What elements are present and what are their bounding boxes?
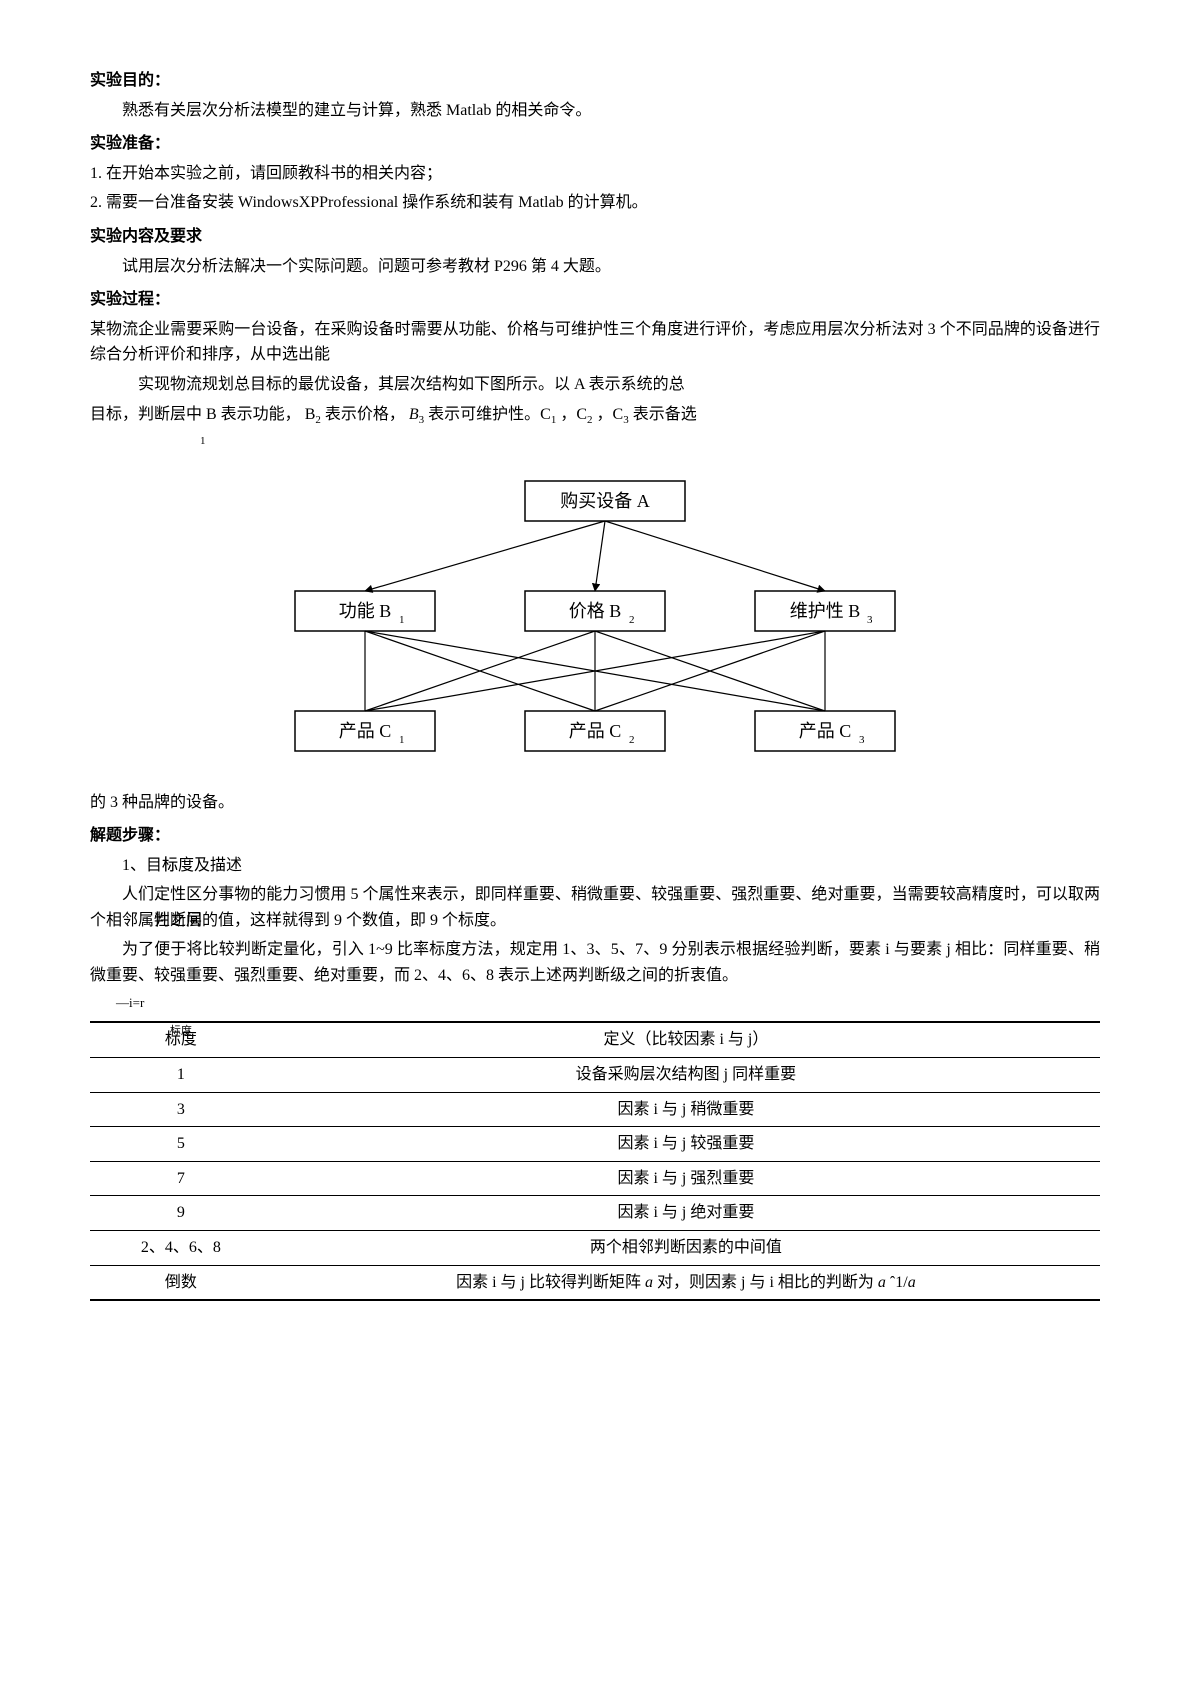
table-row: 1 设备采购层次结构图 j 同样重要	[90, 1058, 1100, 1093]
table-row: 倒数 因素 i 与 j 比较得判断矩阵 a 对，则因素 j 与 i 相比的判断为…	[90, 1265, 1100, 1300]
scale-p2: 为了便于将比较判断定量化，引入 1~9 比率标度方法，规定用 1、3、5、7、9…	[90, 937, 1100, 988]
cell: 3	[90, 1092, 272, 1127]
cell: 2、4、6、8	[90, 1231, 272, 1266]
cell: 因素 i 与 j 绝对重要	[272, 1196, 1100, 1231]
after-diagram: 的 3 种品牌的设备。	[90, 790, 1100, 816]
artifact-1: —i=r	[116, 993, 1100, 1014]
prep-item-1: 1. 在开始本实验之前，请回顾教科书的相关内容；	[90, 161, 1100, 187]
svg-text:2: 2	[629, 734, 635, 746]
th-def: 定义（比较因素 i 与 j）	[272, 1022, 1100, 1057]
svg-text:产品 C: 产品 C	[339, 721, 392, 741]
scale-p1-overlay: 判断层	[122, 908, 202, 934]
process-p2: 目标，判断层中 B 表示功能， B2 表示价格， B3 表示可维护性。C1 ，C…	[90, 402, 1100, 430]
cell: 5	[90, 1127, 272, 1162]
scale-table: 标度 标度 定义（比较因素 i 与 j） 1 设备采购层次结构图 j 同样重要 …	[90, 1021, 1100, 1301]
svg-text:购买设备 A: 购买设备 A	[560, 491, 650, 511]
p2f: 表示备选	[633, 406, 697, 423]
p2c: 表示可维护性。C	[428, 406, 551, 423]
svg-text:3: 3	[859, 734, 865, 746]
b2: B2	[305, 406, 321, 423]
step1-overlay: 标	[162, 853, 178, 879]
hierarchy-diagram: 购买设备 A 功能 B 1 价格 B 2 维护性 B 3 产品 C 1 产品 C 2 产品 C 3	[90, 471, 1100, 780]
p2e: ，C	[597, 406, 624, 423]
cell: 9	[90, 1196, 272, 1231]
table-row: 7 因素 i 与 j 强烈重要	[90, 1161, 1100, 1196]
content-text: 试用层次分析法解决一个实际问题。问题可参考教材 P296 第 4 大题。	[90, 254, 1100, 280]
cell: 设备采购层次结构图 j 同样重要	[272, 1058, 1100, 1093]
cell: 1	[90, 1058, 272, 1093]
process-p1b: 实现物流规划总目标的最优设备，其层次结构如下图所示。以 A 表示系统的总	[138, 372, 1100, 398]
step1: 1、目标度及描述 标	[122, 853, 1100, 879]
purpose-title: 实验目的：	[90, 68, 1100, 94]
p2d: ，C	[560, 406, 587, 423]
table-header-row: 标度 标度 定义（比较因素 i 与 j）	[90, 1022, 1100, 1057]
svg-text:功能 B: 功能 B	[339, 601, 392, 621]
th-scale: 标度 标度	[90, 1022, 272, 1057]
scale-p1: 人们定性区分事物的能力习惯用 5 个属性来表示，即同样重要、稍微重要、较强重要、…	[90, 882, 1100, 933]
content-title: 实验内容及要求	[90, 224, 1100, 250]
svg-text:维护性 B: 维护性 B	[790, 601, 861, 621]
svg-text:2: 2	[629, 614, 635, 626]
table-row: 2、4、6、8 两个相邻判断因素的中间值	[90, 1231, 1100, 1266]
svg-text:1: 1	[399, 614, 405, 626]
table-row: 3 因素 i 与 j 稍微重要	[90, 1092, 1100, 1127]
process-title: 实验过程：	[90, 287, 1100, 313]
svg-text:1: 1	[399, 734, 405, 746]
process-p1: 某物流企业需要采购一台设备，在采购设备时需要从功能、价格与可维护性三个角度进行评…	[90, 317, 1100, 368]
svg-text:产品 C: 产品 C	[799, 721, 852, 741]
b3: B	[409, 406, 419, 423]
cell: 7	[90, 1161, 272, 1196]
cell: 因素 i 与 j 比较得判断矩阵 a 对，则因素 j 与 i 相比的判断为 a …	[272, 1265, 1100, 1300]
p2b: 表示价格，	[325, 406, 405, 423]
svg-text:价格 B: 价格 B	[569, 601, 622, 621]
cell: 因素 i 与 j 稍微重要	[272, 1092, 1100, 1127]
svg-text:3: 3	[867, 614, 873, 626]
sub1-stray: 1	[200, 433, 1100, 451]
purpose-text: 熟悉有关层次分析法模型的建立与计算，熟悉 Matlab 的相关命令。	[90, 98, 1100, 124]
table-row: 5 因素 i 与 j 较强重要	[90, 1127, 1100, 1162]
cell: 因素 i 与 j 较强重要	[272, 1127, 1100, 1162]
cell: 两个相邻判断因素的中间值	[272, 1231, 1100, 1266]
prep-item-2: 2. 需要一台准备安装 WindowsXPProfessional 操作系统和装…	[90, 190, 1100, 216]
cell: 因素 i 与 j 强烈重要	[272, 1161, 1100, 1196]
table-row: 9 因素 i 与 j 绝对重要	[90, 1196, 1100, 1231]
svg-text:产品 C: 产品 C	[569, 721, 622, 741]
prep-title: 实验准备：	[90, 131, 1100, 157]
steps-title: 解题步骤：	[90, 823, 1100, 849]
cell: 倒数	[90, 1265, 272, 1300]
p2a: 目标，判断层中 B 表示功能，	[90, 406, 301, 423]
